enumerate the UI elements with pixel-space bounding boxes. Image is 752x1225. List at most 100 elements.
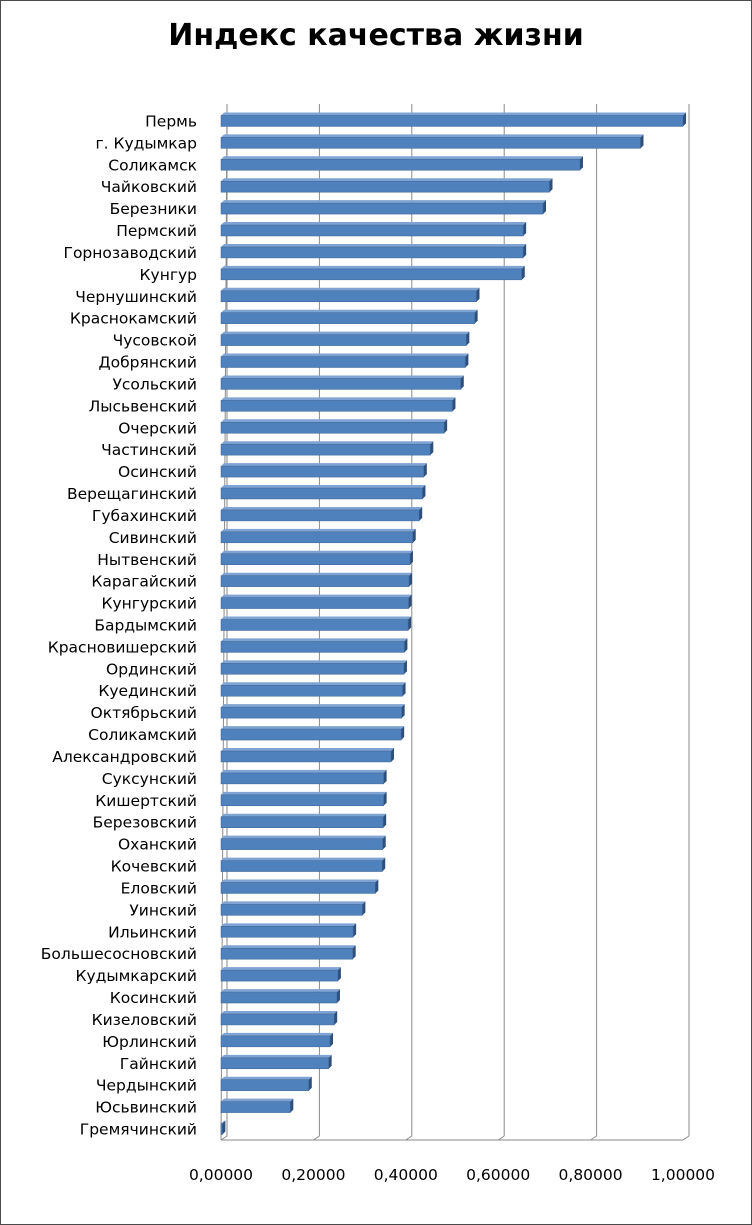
category-label: Кунгурский xyxy=(102,595,198,613)
bar-end-face xyxy=(409,550,413,565)
bar-end-face xyxy=(375,879,379,894)
category-label: Соликамск xyxy=(108,156,197,174)
bar xyxy=(220,750,392,763)
bar-end-face xyxy=(640,134,644,149)
bar-top-face xyxy=(221,945,356,949)
bar xyxy=(220,641,405,653)
bar-top-face xyxy=(221,419,448,423)
x-tick-label: 0,00000 xyxy=(189,1166,253,1184)
bar xyxy=(220,663,405,675)
bar-top-face xyxy=(221,1076,312,1080)
category-label: Кудымкарский xyxy=(75,967,197,985)
bar xyxy=(220,465,425,478)
category-label: Очерский xyxy=(118,419,197,437)
category-label: Ильинский xyxy=(108,923,197,941)
bar-end-face xyxy=(683,112,686,127)
bar-top-face xyxy=(221,222,527,226)
category-label: Чусовской xyxy=(113,332,197,350)
x-gridline-foot xyxy=(313,1135,320,1141)
x-gridline-foot xyxy=(682,1135,690,1141)
bar xyxy=(220,1013,335,1026)
bar xyxy=(220,312,475,324)
category-label: Косинский xyxy=(110,989,197,1007)
bar-top-face xyxy=(221,682,406,686)
category-label: Частинский xyxy=(101,441,197,459)
bar-end-face xyxy=(382,857,386,872)
bar-end-face xyxy=(403,660,407,675)
category-label: Усольский xyxy=(112,375,197,393)
bar-end-face xyxy=(391,748,395,762)
x-gridline-foot xyxy=(590,1135,597,1141)
bar-top-face xyxy=(221,901,366,905)
bar xyxy=(220,400,453,412)
bar-end-face xyxy=(543,200,547,215)
bar xyxy=(220,509,420,522)
bar-top-face xyxy=(221,156,583,160)
bar-top-face xyxy=(221,1010,338,1014)
bar-end-face xyxy=(362,901,366,916)
category-label: Октябрьский xyxy=(91,704,197,722)
category-label: Соликамский xyxy=(88,726,197,744)
bar xyxy=(220,926,354,938)
bar-end-face xyxy=(474,309,478,324)
category-label: Чайковский xyxy=(101,178,197,196)
bar-end-face xyxy=(382,835,386,850)
bar-end-face xyxy=(460,375,464,390)
x-tick-label: 0,40000 xyxy=(374,1166,438,1184)
bar-top-face xyxy=(221,112,686,116)
bar-top-face xyxy=(221,1032,334,1036)
category-label: Чернушинский xyxy=(75,288,197,306)
category-label: Нытвенский xyxy=(97,551,197,569)
bar xyxy=(220,159,581,171)
bar-top-face xyxy=(221,485,426,489)
bar xyxy=(220,728,402,741)
bar xyxy=(220,202,544,215)
category-label: Юсьвинский xyxy=(95,1099,197,1117)
bar-top-face xyxy=(221,813,387,817)
bar-end-face xyxy=(328,1054,332,1069)
bar-end-face xyxy=(404,638,408,653)
bar-end-face xyxy=(401,704,405,719)
x-gridline-foot xyxy=(405,1135,413,1141)
bar-end-face xyxy=(308,1076,312,1091)
x-tick-label: 0,20000 xyxy=(281,1166,345,1184)
bar-end-face xyxy=(579,156,583,171)
category-label: Юрлинский xyxy=(102,1033,197,1051)
category-label: Сивинский xyxy=(109,529,197,547)
bar-top-face xyxy=(221,134,644,138)
category-label: Пермь xyxy=(145,112,197,130)
category-label: Осинский xyxy=(118,463,197,481)
bar-end-face xyxy=(290,1098,294,1113)
category-label: г. Кудымкар xyxy=(95,134,197,152)
bar-end-face xyxy=(402,682,406,697)
bar-top-face xyxy=(221,375,464,379)
bar-top-face xyxy=(221,1120,226,1124)
bar xyxy=(220,224,524,237)
category-label: Верещагинский xyxy=(67,485,197,503)
bar-top-face xyxy=(221,791,387,795)
category-label: Уинский xyxy=(129,901,197,919)
x-axis-ticks: 0,00000 0,20000 0,40000 0,60000 0,80000 1,000… xyxy=(189,1166,715,1184)
bar-end-face xyxy=(383,813,387,828)
category-label: Березники xyxy=(110,200,197,218)
bar-end-face xyxy=(419,506,423,521)
x-gridline-foot xyxy=(497,1135,505,1141)
bar-end-face xyxy=(423,463,427,478)
bar-top-face xyxy=(221,265,525,269)
bar xyxy=(220,422,445,434)
x-tick-label: 0,60000 xyxy=(466,1166,530,1184)
bar xyxy=(220,597,409,609)
bar xyxy=(220,685,403,697)
bar-end-face xyxy=(336,989,340,1004)
bar xyxy=(220,575,410,587)
bar-end-face xyxy=(334,1010,338,1025)
category-label: Кочевский xyxy=(111,858,197,876)
bar xyxy=(220,904,363,916)
bar xyxy=(220,947,353,960)
bar-end-face xyxy=(352,945,356,960)
bar-top-face xyxy=(221,967,341,971)
x-tick-label: 0,80000 xyxy=(559,1166,623,1184)
bar-top-face xyxy=(221,441,434,445)
bar-top-face xyxy=(221,1098,294,1102)
bar-top-face xyxy=(221,397,456,401)
